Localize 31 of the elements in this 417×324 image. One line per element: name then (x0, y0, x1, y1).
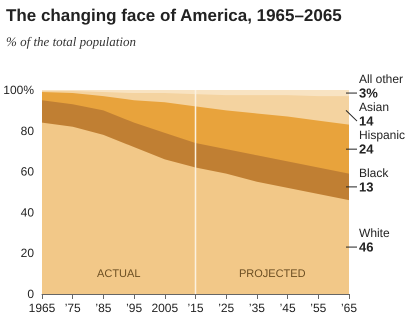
x-tick-label: ’25 (218, 301, 235, 315)
y-tick-label: 0 (27, 287, 34, 301)
x-tick-label: ’35 (248, 301, 266, 315)
y-tick-label: 100% (3, 83, 34, 97)
y-tick-label: 40 (20, 205, 34, 220)
series-label: White (359, 226, 390, 240)
y-tick-label: 20 (20, 246, 34, 260)
y-tick-label: 60 (20, 164, 34, 179)
series-label: Hispanic (359, 128, 406, 142)
data-label: 3% (359, 86, 378, 101)
chart-subtitle: % of the total population (6, 34, 136, 50)
annotation: PROJECTED (238, 268, 306, 280)
x-tick-label: ’75 (64, 301, 82, 315)
x-tick-label: ’45 (280, 301, 296, 315)
x-tick-label: ’55 (310, 301, 327, 315)
chart-title: The changing face of America, 1965–2065 (6, 6, 342, 26)
series-label: Asian (359, 100, 390, 114)
x-tick-label: 2005 (151, 301, 178, 315)
data-label: 24 (359, 142, 374, 157)
x-tick-label: ’85 (95, 301, 112, 315)
annotation: ACTUAL (97, 268, 140, 280)
data-label: 14 (359, 114, 374, 129)
series-label: Black (359, 166, 390, 180)
x-tick-label: ’15 (187, 301, 204, 315)
data-label: 46 (359, 240, 374, 255)
data-label: 13 (359, 179, 374, 194)
x-tick-label: ’65 (340, 301, 358, 315)
x-tick-label: ’95 (126, 301, 142, 315)
series-label: All other (359, 72, 404, 86)
y-tick-label: 80 (20, 124, 34, 138)
x-tick-label: 1965 (28, 301, 56, 315)
